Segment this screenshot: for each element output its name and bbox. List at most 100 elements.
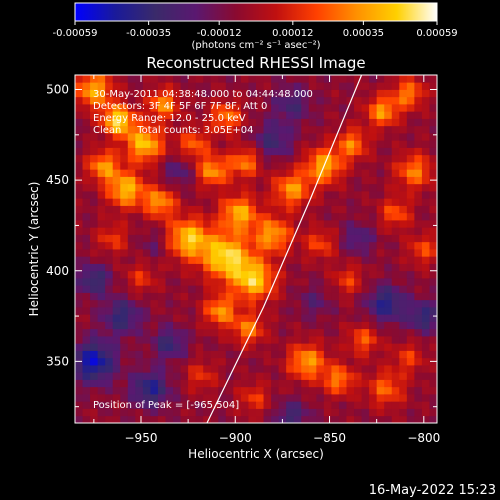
heatmap-cell xyxy=(97,299,106,308)
heatmap-cell xyxy=(376,365,385,373)
heatmap-cell xyxy=(391,133,400,141)
heatmap-cell xyxy=(97,227,106,235)
heatmap-cell xyxy=(406,365,415,373)
heatmap-cell xyxy=(225,176,234,185)
heatmap-cell xyxy=(225,147,234,156)
heatmap-cell xyxy=(271,104,280,112)
heatmap-cell xyxy=(263,111,272,119)
heatmap-cell xyxy=(218,75,227,83)
heatmap-cell xyxy=(316,227,325,235)
heatmap-cell xyxy=(135,256,144,264)
heatmap-cell xyxy=(218,241,227,250)
heatmap-cell xyxy=(173,75,181,83)
heatmap-cell xyxy=(323,292,332,301)
heatmap-cell xyxy=(150,256,159,264)
heatmap-cell xyxy=(354,205,362,214)
heatmap-cell xyxy=(308,212,317,221)
heatmap-cell xyxy=(150,220,159,228)
heatmap-cell xyxy=(180,379,189,388)
heatmap-cell xyxy=(406,96,415,105)
heatmap-cell xyxy=(165,133,174,141)
heatmap-cell xyxy=(323,278,332,286)
heatmap-cell xyxy=(271,227,280,235)
heatmap-cell xyxy=(150,314,159,322)
heatmap-cell xyxy=(331,350,340,359)
heatmap-cell xyxy=(391,205,400,214)
heatmap-cell xyxy=(361,372,370,380)
heatmap-cell xyxy=(323,75,332,83)
heatmap-cell xyxy=(308,343,317,351)
heatmap-cell xyxy=(331,285,340,293)
heatmap-cell xyxy=(240,365,249,373)
heatmap-cell xyxy=(165,401,174,409)
heatmap-cell xyxy=(135,154,144,163)
heatmap-cell xyxy=(203,205,212,214)
heatmap-cell xyxy=(338,292,347,301)
heatmap-cell xyxy=(248,307,257,315)
heatmap-cell xyxy=(157,118,166,127)
heatmap-cell xyxy=(233,234,242,243)
heatmap-cell xyxy=(165,104,174,112)
heatmap-cell xyxy=(316,336,325,344)
heatmap-cell xyxy=(293,140,302,148)
heatmap-cell xyxy=(97,343,106,351)
heatmap-cell xyxy=(316,408,325,417)
heatmap-cell xyxy=(293,154,302,163)
heatmap-cell xyxy=(391,118,400,127)
heatmap-cell xyxy=(308,82,317,90)
heatmap-cell xyxy=(308,234,317,243)
heatmap-cell xyxy=(316,365,325,373)
heatmap-cell xyxy=(316,314,325,322)
heatmap-cell xyxy=(120,299,129,308)
heatmap-cell xyxy=(271,212,280,221)
heatmap-cell xyxy=(429,292,437,301)
heatmap-cell xyxy=(406,350,415,359)
heatmap-cell xyxy=(429,365,437,373)
heatmap-cell xyxy=(203,241,212,250)
heatmap-cell xyxy=(301,191,310,199)
heatmap-cell xyxy=(293,372,302,380)
heatmap-cell xyxy=(150,408,159,417)
solar-limb-line xyxy=(206,75,363,423)
heatmap-cell xyxy=(384,386,393,395)
heatmap-cell xyxy=(399,133,408,141)
heatmap-cell xyxy=(271,270,280,279)
heatmap-cell xyxy=(195,140,204,148)
heatmap-cell xyxy=(240,191,249,199)
heatmap-cell xyxy=(75,205,83,214)
heatmap-cell xyxy=(150,350,159,359)
heatmap-cell xyxy=(338,314,347,322)
heatmap-cell xyxy=(105,133,114,141)
heatmap-cell xyxy=(180,234,189,243)
heatmap-cell xyxy=(195,321,204,330)
heatmap-cell xyxy=(233,401,242,409)
plot-frame xyxy=(74,74,438,424)
heatmap-cell xyxy=(271,191,280,199)
heatmap-cell xyxy=(263,365,272,373)
heatmap-cell xyxy=(210,343,219,351)
heatmap-cell xyxy=(323,125,332,134)
y-tick-label: 400 xyxy=(46,264,69,278)
heatmap-cell xyxy=(240,169,249,177)
heatmap-cell xyxy=(286,372,295,380)
heatmap-cell xyxy=(256,125,264,134)
heatmap-cell xyxy=(82,75,91,83)
heatmap-cell xyxy=(331,140,340,148)
heatmap-cell xyxy=(248,401,257,409)
heatmap-cell xyxy=(421,249,430,257)
heatmap-cell xyxy=(301,176,310,185)
heatmap-cell xyxy=(210,372,219,380)
heatmap-cell xyxy=(210,191,219,199)
heatmap-cell xyxy=(369,278,378,286)
heatmap-cell xyxy=(308,154,317,163)
heatmap-cell xyxy=(301,415,310,423)
heatmap-cell xyxy=(331,365,340,373)
heatmap-cell xyxy=(256,263,264,272)
heatmap-cell xyxy=(203,104,212,112)
heatmap-cell xyxy=(195,82,204,90)
heatmap-cell xyxy=(135,169,144,177)
heatmap-cell xyxy=(346,386,355,395)
heatmap-cell xyxy=(210,82,219,90)
heatmap-cell xyxy=(218,299,227,308)
heatmap-cell xyxy=(105,270,114,279)
